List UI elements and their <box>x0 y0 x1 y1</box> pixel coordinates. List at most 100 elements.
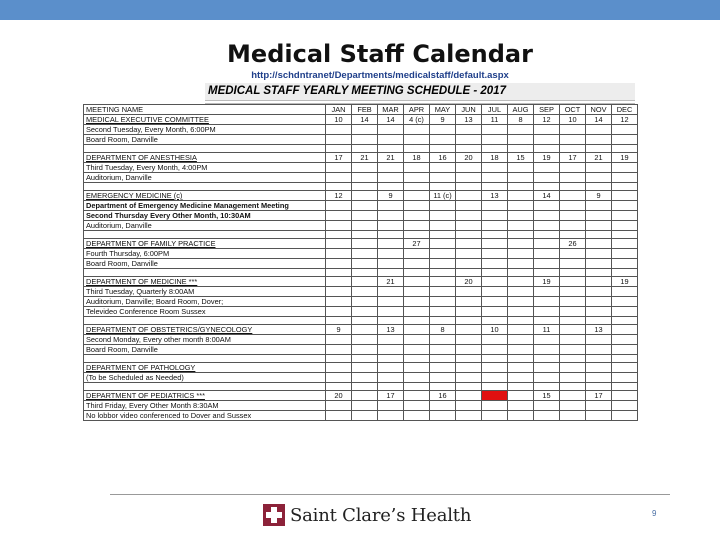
empty-cell <box>455 134 482 145</box>
empty-cell <box>455 182 482 191</box>
empty-cell <box>455 334 482 345</box>
meeting-detail: Second Monday, Every other month 8:00AM <box>83 334 326 345</box>
empty-cell <box>403 210 430 221</box>
spacer-row <box>83 354 638 363</box>
empty-cell <box>429 372 456 383</box>
month-header: DEC <box>611 104 638 115</box>
empty-cell <box>507 144 534 153</box>
intranet-url[interactable]: http://schdntranet/Departments/medicalst… <box>251 70 509 81</box>
empty-cell <box>377 286 404 297</box>
empty-cell <box>559 162 586 173</box>
empty-cell <box>403 248 430 259</box>
empty-cell <box>325 182 352 191</box>
meeting-detail-row: Board Room, Danville <box>83 134 638 145</box>
empty-cell <box>585 354 612 363</box>
empty-cell <box>481 230 508 239</box>
empty-cell <box>325 134 352 145</box>
meeting-date-cell: 14 <box>351 114 378 125</box>
meeting-date-cell: 18 <box>403 152 430 163</box>
empty-cell <box>325 258 352 269</box>
meeting-detail-row: Department of Emergency Medicine Managem… <box>83 200 638 211</box>
meeting-detail-row: Second Thursday Every Other Month, 10:30… <box>83 210 638 221</box>
empty-cell <box>377 268 404 277</box>
empty-cell <box>377 210 404 221</box>
empty-cell <box>325 200 352 211</box>
sheet-grid-strip <box>205 100 635 104</box>
empty-cell <box>377 248 404 259</box>
meeting-detail-row: Auditorium, Danville <box>83 220 638 231</box>
empty-cell <box>325 230 352 239</box>
meeting-date-cell: 17 <box>559 152 586 163</box>
empty-cell <box>351 162 378 173</box>
empty-cell <box>507 400 534 411</box>
empty-cell <box>559 220 586 231</box>
meeting-row: DEPARTMENT OF PEDIATRICS *** 20 17 16 15 17 <box>83 390 638 401</box>
empty-cell <box>507 124 534 135</box>
meeting-detail-row: (To be Scheduled as Needed) <box>83 372 638 383</box>
empty-cell <box>325 354 352 363</box>
meeting-date-cell: 13 <box>481 190 508 201</box>
meeting-detail: No lobbor video conferenced to Dover and… <box>83 410 326 421</box>
empty-cell <box>481 200 508 211</box>
meeting-date-cell: 10 <box>325 114 352 125</box>
empty-cell <box>377 344 404 355</box>
empty-cell <box>507 258 534 269</box>
meeting-name: DEPARTMENT OF OBSTETRICS/GYNECOLOGY <box>83 324 326 335</box>
meeting-detail-row: Televideo Conference Room Sussex <box>83 306 638 317</box>
meeting-date-cell: 20 <box>455 276 482 287</box>
meeting-date-cell <box>455 324 482 335</box>
empty-cell <box>455 258 482 269</box>
meeting-date-cell: 9 <box>325 324 352 335</box>
empty-cell <box>481 400 508 411</box>
meeting-detail: (To be Scheduled as Needed) <box>83 372 326 383</box>
empty-cell <box>533 162 560 173</box>
meeting-detail-row: Fourth Thursday, 6:00PM <box>83 248 638 259</box>
empty-cell <box>455 124 482 135</box>
meeting-date-cell <box>455 238 482 249</box>
empty-cell <box>455 382 482 391</box>
empty-cell <box>559 258 586 269</box>
empty-cell <box>481 306 508 317</box>
empty-cell <box>481 296 508 307</box>
empty-cell <box>585 268 612 277</box>
empty-cell <box>585 410 612 421</box>
empty-cell <box>351 296 378 307</box>
meeting-name: MEDICAL EXECUTIVE COMMITTEE <box>83 114 326 125</box>
month-header: APR <box>403 104 430 115</box>
month-header: MAR <box>377 104 404 115</box>
empty-cell <box>403 354 430 363</box>
empty-cell <box>429 354 456 363</box>
empty-cell <box>377 220 404 231</box>
meeting-name: DEPARTMENT OF FAMILY PRACTICE <box>83 238 326 249</box>
empty-cell <box>611 210 638 221</box>
empty-cell <box>377 410 404 421</box>
meeting-date-cell: 19 <box>611 276 638 287</box>
empty-cell <box>585 144 612 153</box>
meeting-date-cell <box>585 276 612 287</box>
empty-cell <box>559 200 586 211</box>
empty-cell <box>377 124 404 135</box>
meeting-date-cell: 8 <box>429 324 456 335</box>
empty-cell <box>611 258 638 269</box>
empty-cell <box>455 268 482 277</box>
empty-cell <box>377 400 404 411</box>
empty-cell <box>377 306 404 317</box>
empty-cell <box>429 316 456 325</box>
month-header: AUG <box>507 104 534 115</box>
empty-cell <box>559 144 586 153</box>
empty-cell <box>585 200 612 211</box>
empty-cell <box>585 382 612 391</box>
empty-cell <box>559 296 586 307</box>
meeting-date-cell <box>507 362 534 373</box>
meeting-date-cell: 13 <box>455 114 482 125</box>
empty-cell <box>351 354 378 363</box>
saint-clares-health-logo: Saint Clare’s Health <box>263 503 471 527</box>
empty-cell <box>351 410 378 421</box>
page-number: 9 <box>652 509 657 518</box>
empty-cell <box>481 144 508 153</box>
empty-cell <box>585 296 612 307</box>
empty-cell <box>507 220 534 231</box>
meeting-date-cell: 16 <box>429 390 456 401</box>
empty-cell <box>533 400 560 411</box>
meeting-date-cell <box>559 190 586 201</box>
